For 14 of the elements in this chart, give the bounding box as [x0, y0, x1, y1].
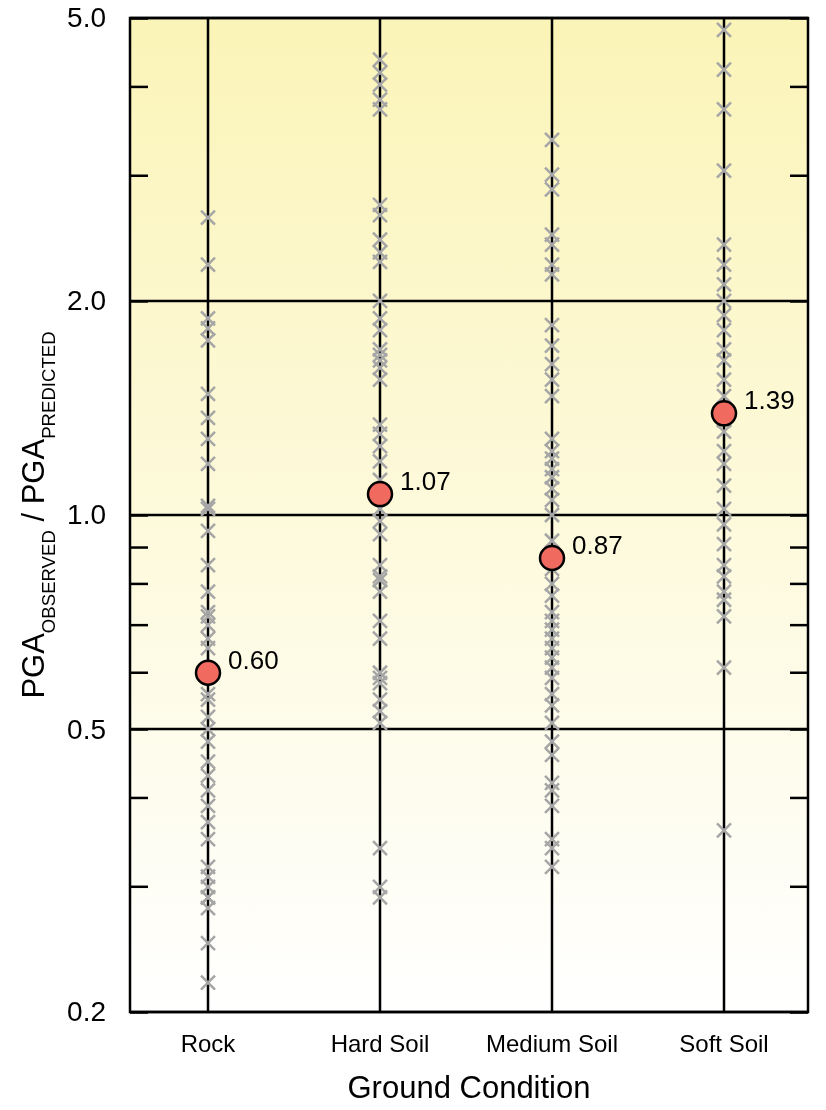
- y-tick-label: 5.0: [67, 2, 106, 34]
- x-tick-label: Medium Soil: [485, 1030, 619, 1057]
- data-label: 0.60: [228, 644, 279, 675]
- y-tick-label: 2.0: [67, 285, 106, 317]
- y-tick-label: 1.0: [67, 499, 106, 531]
- x-axis-title: Ground Condition: [347, 1070, 591, 1105]
- x-tick-label: Rock: [180, 1030, 237, 1057]
- data-label: 1.39: [744, 385, 795, 416]
- data-label: 0.87: [572, 530, 623, 560]
- data-label: 1.07: [400, 466, 451, 497]
- x-tick-label: Soft Soil: [679, 1030, 769, 1057]
- x-tick-label: Hard Soil: [330, 1030, 430, 1057]
- y-tick-label: 0.5: [67, 713, 106, 745]
- y-tick-label: 0.2: [67, 996, 106, 1028]
